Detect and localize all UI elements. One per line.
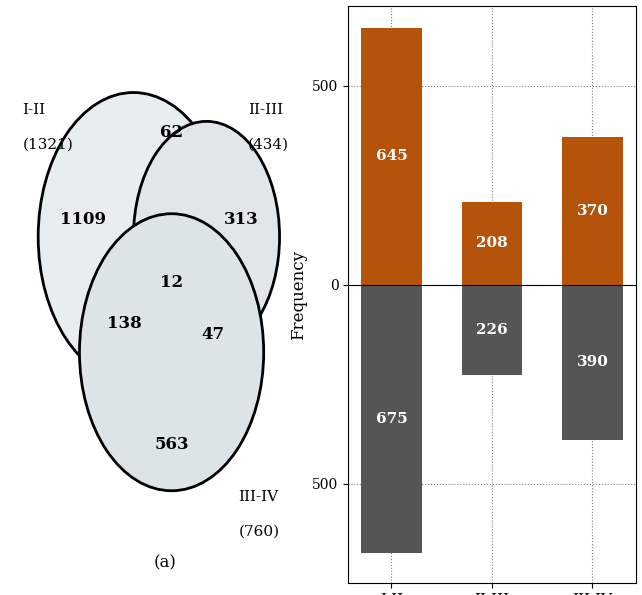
Bar bbox=[361, 28, 422, 284]
Ellipse shape bbox=[38, 92, 229, 381]
Text: (434): (434) bbox=[248, 137, 289, 152]
Text: 62: 62 bbox=[160, 124, 183, 142]
Text: 645: 645 bbox=[376, 149, 407, 163]
Text: I-II: I-II bbox=[22, 103, 46, 117]
Text: 47: 47 bbox=[202, 327, 225, 343]
Text: 138: 138 bbox=[107, 315, 141, 332]
Text: II-III: II-III bbox=[248, 103, 283, 117]
Text: 675: 675 bbox=[376, 412, 407, 426]
Ellipse shape bbox=[80, 214, 264, 491]
Text: (760): (760) bbox=[238, 524, 279, 538]
Text: 12: 12 bbox=[160, 274, 183, 292]
Text: 226: 226 bbox=[476, 322, 508, 337]
Text: 1109: 1109 bbox=[60, 211, 106, 228]
Text: 370: 370 bbox=[577, 204, 609, 218]
Text: III-IV: III-IV bbox=[238, 490, 279, 503]
Y-axis label: Frequency: Frequency bbox=[290, 249, 307, 340]
Text: 563: 563 bbox=[154, 436, 189, 453]
Text: 313: 313 bbox=[224, 211, 259, 228]
Text: (a): (a) bbox=[154, 555, 177, 572]
Text: (1321): (1321) bbox=[22, 137, 73, 152]
Bar bbox=[361, 284, 422, 553]
Text: 208: 208 bbox=[476, 236, 508, 250]
Ellipse shape bbox=[134, 121, 279, 352]
Bar bbox=[562, 284, 623, 440]
Bar bbox=[462, 284, 522, 374]
Bar bbox=[462, 202, 522, 284]
Bar bbox=[562, 137, 623, 284]
Text: 390: 390 bbox=[577, 355, 609, 369]
